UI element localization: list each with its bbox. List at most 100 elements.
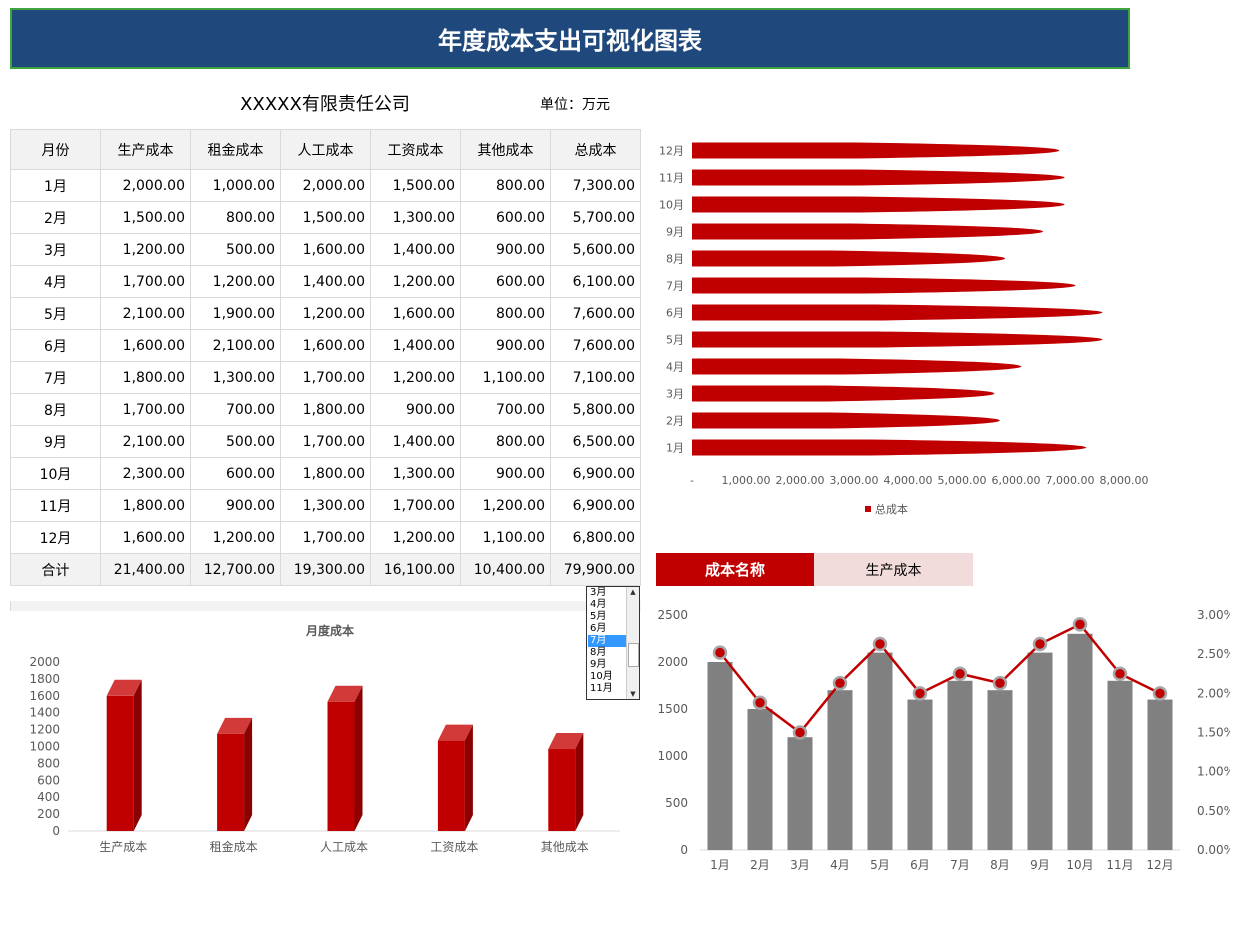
x-tick-label: 5,000.00 [938,474,987,487]
scroll-thumb[interactable] [628,643,639,667]
table-cell: 700.00 [460,393,551,426]
bar [787,737,813,850]
cost-name-value[interactable]: 生产成本 [814,553,973,586]
y-tick-label: 0 [680,843,688,857]
x-tick-label: 生产成本 [99,840,147,854]
table-row: 8月 1,700.00 700.00 1,800.00 900.00 700.00 5,80… [10,393,641,426]
table-cell: 2,100.00 [190,329,281,362]
y-tick-label: 1000 [29,740,60,754]
table-cell: 500.00 [190,233,281,266]
table-spacer-row [10,601,641,611]
table-cell: 1,200.00 [190,521,281,554]
bar [692,412,1000,429]
table-cell: 79,900.00 [550,553,641,586]
table-cell: 7,600.00 [550,297,641,330]
table-row: 9月 2,100.00 500.00 1,700.00 1,400.00 800.00 6,… [10,425,641,458]
line-point [1072,617,1088,632]
table-cell: 600.00 [460,265,551,298]
x-tick-label: 6,000.00 [992,474,1041,487]
table-cell: 900.00 [190,489,281,522]
table-cell: 1,800.00 [280,393,371,426]
listbox-item[interactable]: 11月 [590,683,613,694]
listbox-item[interactable]: 10月 [590,671,613,682]
table-cell: 1,500.00 [100,201,191,234]
table-cell: 6,900.00 [550,489,641,522]
column-front [327,701,355,831]
bar [692,223,1043,240]
x-tick-label: 11月 [1106,858,1133,872]
listbox-item[interactable]: 7月 [588,635,628,647]
bar [692,250,1006,267]
line-point [712,645,728,660]
cost-table: 月份 生产成本 租金成本 人工成本 工资成本 其他成本 总成本 1月 2,000.00 1,00… [10,129,641,586]
y2-tick-label: 0.00% [1197,843,1230,857]
table-cell: 1,900.00 [190,297,281,330]
bar [1147,699,1173,850]
line-point [752,695,768,710]
table-cell: 8月 [10,393,101,426]
column-front [106,695,134,831]
bar [1067,633,1093,850]
bar [907,699,933,850]
bar [692,142,1060,159]
listbox-item[interactable]: 4月 [590,599,607,610]
bar [987,690,1013,850]
table-cell: 1,200.00 [100,233,191,266]
table-cell: 900.00 [460,233,551,266]
bar [692,439,1087,456]
table-cell: 5,600.00 [550,233,641,266]
listbox-item[interactable]: 8月 [590,647,607,658]
scroll-down-icon[interactable]: ▼ [630,690,636,698]
table-row: 11月 1,800.00 900.00 1,300.00 1,700.00 1,200.0… [10,489,641,522]
scroll-up-icon[interactable]: ▲ [630,588,636,596]
x-tick-label: 2,000.00 [776,474,825,487]
listbox-item[interactable]: 5月 [590,611,607,622]
table-cell: 600.00 [460,201,551,234]
table-cell: 1,200.00 [370,361,461,394]
table-cell: 1,700.00 [280,361,371,394]
x-tick-label: 9月 [1030,858,1050,872]
column-front [217,733,245,831]
table-cell: 21,400.00 [100,553,191,586]
x-tick-label: 4月 [830,858,850,872]
table-cell: 7月 [10,361,101,394]
table-cell: 700.00 [190,393,281,426]
x-tick-label: 6月 [910,858,930,872]
y-tick-label: 1000 [657,749,688,763]
table-row: 5月 2,100.00 1,900.00 1,200.00 1,600.00 800.00… [10,297,641,330]
y-tick-label: 7月 [666,280,684,293]
table-header-cell: 人工成本 [280,129,371,170]
cost-name-selector: 成本名称 生产成本 [656,553,973,586]
listbox-item[interactable]: 3月 [590,587,607,598]
line-point [832,675,848,691]
column-front [437,740,465,831]
listbox-item[interactable]: 6月 [590,623,607,634]
table-cell: 6,900.00 [550,457,641,490]
month-listbox[interactable]: 3月 4月 5月 6月 7月 8月 9月 10月 11月 ▲ ▼ [586,586,640,700]
table-cell: 7,300.00 [550,169,641,202]
column-top [437,724,473,741]
table-cell: 800.00 [190,201,281,234]
y-tick-label: 600 [37,773,60,787]
table-cell: 1,400.00 [370,233,461,266]
y-tick-label: 2000 [29,655,60,669]
table-cell: 1月 [10,169,101,202]
ratio-line [719,622,1161,735]
table-cell: 1,300.00 [370,457,461,490]
page-title: 年度成本支出可视化图表 [10,8,1130,69]
listbox-item[interactable]: 9月 [590,659,607,670]
column [327,685,363,831]
column [106,679,142,831]
x-tick-label: 人工成本 [320,840,368,854]
y-tick-label: 8月 [666,253,684,266]
x-tick-label: 7月 [950,858,970,872]
y-tick-label: 1200 [29,723,60,737]
table-cell: 7,600.00 [550,329,641,362]
table-total-row: 合计 21,400.00 12,700.00 19,300.00 16,100.00 10… [10,553,641,586]
listbox-scrollbar[interactable]: ▲ ▼ [626,587,639,699]
line-point [1032,636,1048,652]
column-side [354,685,363,831]
table-row: 4月 1,700.00 1,200.00 1,400.00 1,200.00 600.00… [10,265,641,298]
y2-tick-label: 0.50% [1197,804,1230,818]
table-cell: 6,500.00 [550,425,641,458]
